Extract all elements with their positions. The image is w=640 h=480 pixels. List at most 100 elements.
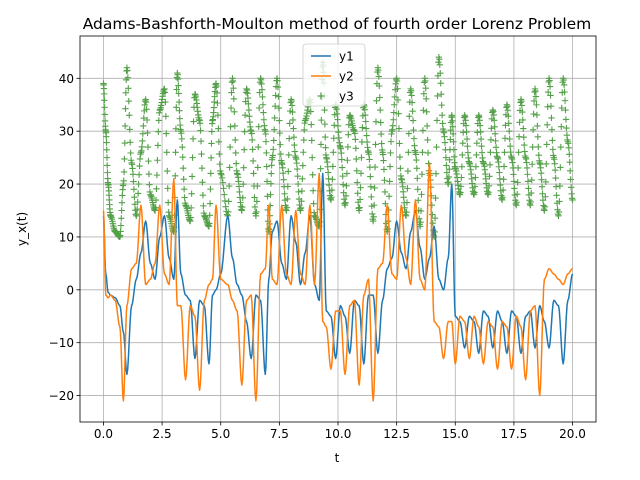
- y3-marker: [229, 77, 237, 85]
- y3-marker: [488, 125, 495, 132]
- y3-marker: [328, 194, 335, 201]
- y3-marker: [451, 153, 458, 160]
- y3-marker: [408, 92, 415, 99]
- y3-marker: [436, 56, 443, 63]
- y3-marker: [210, 104, 218, 111]
- y3-marker: [263, 163, 270, 170]
- y3-marker: [138, 143, 146, 151]
- y3-marker: [431, 215, 439, 222]
- y3-marker: [253, 198, 261, 205]
- y3-marker: [251, 203, 259, 211]
- y3-marker: [146, 181, 153, 188]
- series-y1: [102, 172, 574, 376]
- y3-marker: [386, 163, 394, 170]
- y3-marker: [249, 146, 256, 153]
- y3-marker: [328, 186, 336, 194]
- y3-marker: [473, 151, 480, 159]
- y3-marker: [403, 209, 410, 216]
- y3-marker: [175, 90, 182, 97]
- y3-marker: [557, 164, 564, 171]
- series-y3: [100, 53, 576, 241]
- y3-marker: [530, 110, 537, 118]
- legend-label-y1: y1: [339, 50, 354, 64]
- y3-marker: [271, 103, 279, 110]
- y3-marker: [377, 119, 384, 126]
- y3-marker: [420, 90, 428, 97]
- y3-marker: [433, 143, 440, 151]
- y3-marker: [227, 104, 235, 112]
- y3-marker: [117, 222, 125, 229]
- legend-box: [302, 43, 366, 107]
- y3-marker: [561, 88, 568, 96]
- y3-marker: [175, 98, 183, 106]
- y3-marker: [267, 180, 275, 187]
- y3-marker: [310, 200, 317, 207]
- y3-marker: [438, 111, 446, 119]
- y3-marker: [403, 199, 411, 206]
- y3-marker: [447, 126, 454, 134]
- y3-marker: [240, 146, 248, 153]
- y3-marker: [557, 143, 565, 151]
- y3-marker: [164, 167, 171, 175]
- y3-marker: [213, 82, 220, 90]
- y3-marker: [463, 135, 471, 143]
- y3-marker: [140, 122, 147, 130]
- y3-marker: [297, 204, 305, 212]
- y3-marker: [552, 183, 560, 190]
- y3-marker: [255, 123, 262, 130]
- y3-marker: [354, 190, 361, 197]
- y3-marker: [376, 94, 383, 101]
- y3-marker: [422, 84, 429, 92]
- y3-marker: [103, 133, 110, 140]
- y3-marker: [155, 117, 163, 124]
- y3-marker: [163, 149, 170, 156]
- y3-marker: [387, 138, 395, 145]
- y3-marker: [284, 183, 292, 190]
- y3-marker: [521, 141, 528, 149]
- y3-marker: [198, 150, 205, 158]
- y3-marker: [418, 191, 425, 198]
- y3-marker: [565, 144, 572, 152]
- y3-marker: [462, 122, 470, 129]
- y3-marker: [409, 117, 417, 124]
- y-tick-label: 10: [59, 230, 74, 244]
- y3-marker: [506, 127, 513, 135]
- y3-marker: [342, 199, 349, 206]
- y3-marker: [309, 171, 316, 179]
- y3-marker: [394, 96, 402, 104]
- y3-marker: [410, 126, 417, 134]
- y3-marker: [513, 199, 520, 206]
- y3-marker: [298, 197, 305, 205]
- y3-marker: [362, 111, 369, 119]
- y-tick-label: 30: [59, 125, 74, 139]
- y3-marker: [172, 149, 179, 156]
- y3-marker: [566, 151, 573, 158]
- y3-marker: [372, 141, 379, 148]
- y3-marker: [162, 113, 170, 120]
- y3-marker: [239, 203, 246, 211]
- y3-marker: [362, 125, 370, 132]
- y3-marker: [270, 137, 277, 144]
- y3-marker: [118, 207, 125, 214]
- y3-marker: [542, 193, 549, 200]
- y3-marker: [251, 194, 258, 201]
- y3-marker: [253, 208, 260, 216]
- y3-marker: [409, 108, 416, 115]
- y3-marker: [103, 146, 110, 153]
- y3-marker: [423, 108, 430, 116]
- y3-marker: [351, 130, 359, 137]
- y3-marker: [300, 136, 307, 144]
- y3-marker: [260, 116, 268, 123]
- y3-marker: [161, 89, 169, 96]
- y3-marker: [164, 185, 171, 192]
- y3-marker: [373, 97, 380, 105]
- y3-marker: [524, 178, 532, 185]
- y3-marker: [190, 118, 197, 125]
- y3-marker: [496, 169, 503, 176]
- y3-marker: [142, 98, 150, 106]
- y3-marker: [478, 142, 485, 150]
- y3-marker: [276, 117, 283, 124]
- y3-marker: [207, 154, 215, 162]
- y3-marker: [189, 154, 196, 161]
- y3-marker: [538, 176, 545, 183]
